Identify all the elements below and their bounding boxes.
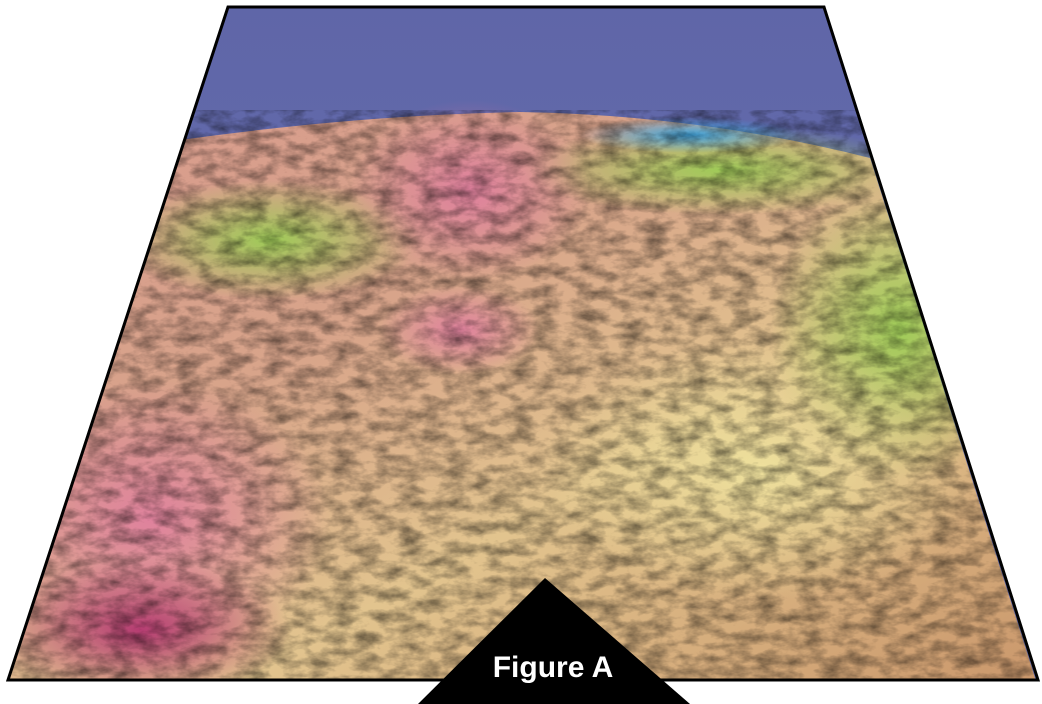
label-tab xyxy=(418,578,690,704)
frame xyxy=(5,5,1041,682)
figure-label: Figure A xyxy=(493,651,614,684)
